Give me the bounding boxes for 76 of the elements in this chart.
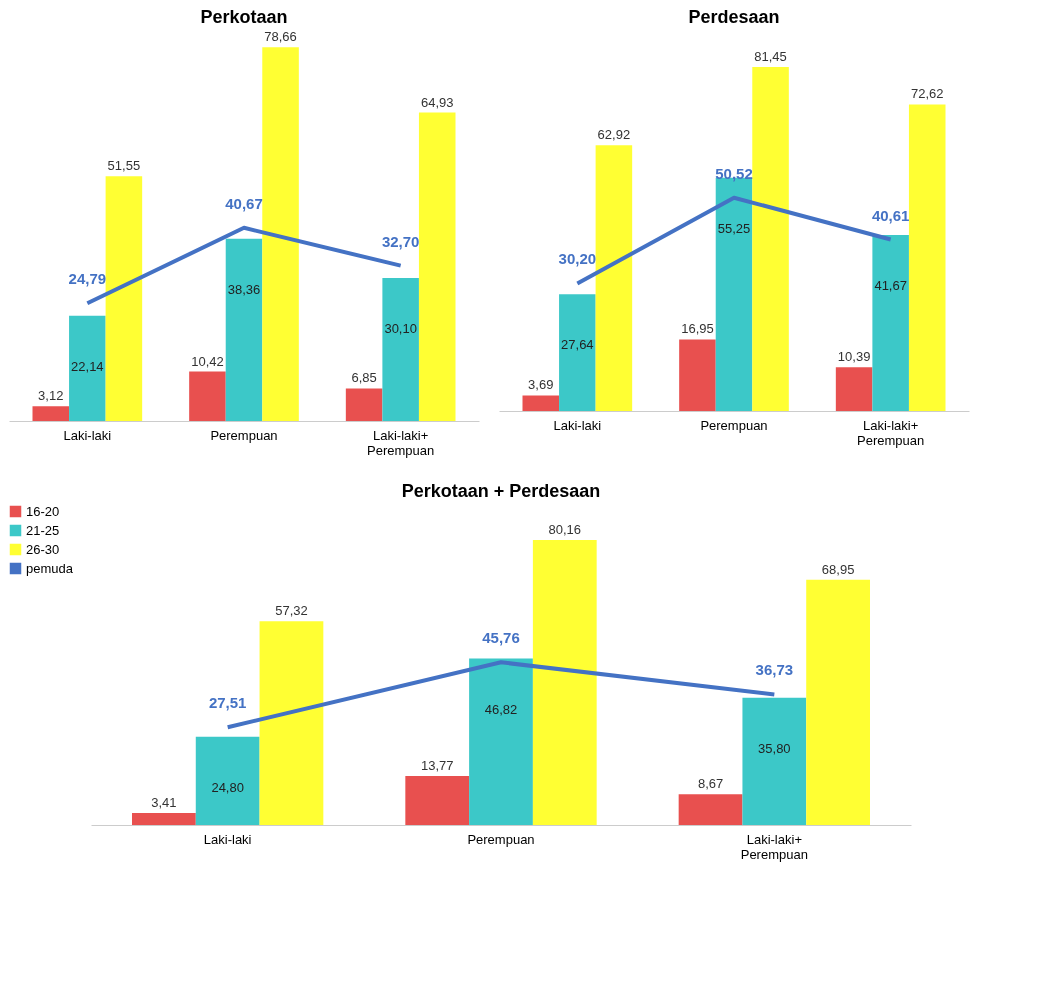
data-label: 30,20 <box>558 250 597 268</box>
data-label: 41,67 <box>874 278 907 294</box>
bar <box>259 621 324 825</box>
bar <box>105 176 143 421</box>
chart-title: Perdesaan <box>688 7 780 27</box>
bar <box>752 67 789 411</box>
x-tick-label: Perempuan <box>700 417 768 433</box>
bar <box>678 794 743 825</box>
data-label: 30,10 <box>384 321 417 337</box>
bar <box>225 238 263 421</box>
bar <box>835 367 873 411</box>
bar <box>908 104 946 411</box>
bar <box>262 47 299 421</box>
data-label: 62,92 <box>597 127 631 143</box>
data-label: 46,82 <box>484 701 518 717</box>
bar <box>806 579 870 825</box>
data-label: 6,85 <box>351 370 377 386</box>
data-label: 81,45 <box>754 49 787 65</box>
data-label: 45,76 <box>482 629 520 647</box>
legend-label: 21-25 <box>26 522 60 538</box>
bar <box>405 776 470 825</box>
data-label: 55,25 <box>717 220 751 236</box>
data-label: 8,67 <box>697 776 724 792</box>
bar <box>32 406 70 421</box>
legend-label: 26-30 <box>26 541 60 557</box>
data-label: 32,70 <box>381 232 420 250</box>
data-label: 24,80 <box>211 779 244 795</box>
data-label: 64,93 <box>420 94 454 110</box>
x-tick-label: Laki-laki+ Perempuan <box>740 831 808 862</box>
data-label: 22,14 <box>71 358 104 374</box>
data-label: 3,69 <box>528 377 554 393</box>
data-label: 72,62 <box>910 86 944 102</box>
data-label: 24,79 <box>68 270 107 288</box>
bar <box>195 736 260 825</box>
data-label: 80,16 <box>548 521 582 537</box>
data-label: 10,39 <box>837 349 871 365</box>
x-tick-label: Laki-laki <box>553 417 602 433</box>
legend-label: 16-20 <box>26 503 60 519</box>
bar <box>382 278 419 421</box>
data-label: 13,77 <box>420 758 454 774</box>
chart-title: Perkotaan <box>200 7 288 28</box>
data-label: 40,61 <box>871 206 910 224</box>
x-tick-label: Laki-laki <box>203 831 252 847</box>
data-label: 78,66 <box>264 29 297 45</box>
data-label: 3,41 <box>151 794 177 810</box>
x-tick-label: Perempuan <box>467 831 535 847</box>
bar <box>418 112 456 421</box>
x-tick-label: Laki-laki+ Perempuan <box>857 417 925 448</box>
data-label: 3,12 <box>38 388 64 404</box>
bar <box>742 697 807 825</box>
data-label: 16,95 <box>681 321 714 337</box>
data-label: 35,80 <box>758 740 791 756</box>
bar <box>532 539 597 825</box>
bar <box>69 315 106 421</box>
data-label: 38,36 <box>227 281 261 297</box>
data-label: 27,64 <box>561 337 594 353</box>
data-label: 57,32 <box>275 603 308 619</box>
bar <box>469 658 533 825</box>
bar <box>522 395 560 411</box>
chart-title: Perkotaan + Perdesaan <box>401 481 601 501</box>
data-label: 27,51 <box>208 694 247 712</box>
data-label: 10,42 <box>191 353 224 369</box>
bar <box>189 371 226 421</box>
bar <box>345 388 383 421</box>
data-label: 51,55 <box>107 158 141 174</box>
bar <box>595 145 633 411</box>
bar <box>559 294 596 411</box>
data-label: 36,73 <box>755 661 794 679</box>
legend-label: pemuda <box>26 560 74 576</box>
x-tick-label: Perempuan <box>210 427 278 443</box>
x-tick-label: Laki-laki+ Perempuan <box>367 427 435 458</box>
bar <box>679 339 716 411</box>
x-tick-label: Laki-laki <box>63 427 112 443</box>
data-label: 68,95 <box>821 561 855 577</box>
bar <box>132 812 196 825</box>
bar <box>872 235 909 411</box>
